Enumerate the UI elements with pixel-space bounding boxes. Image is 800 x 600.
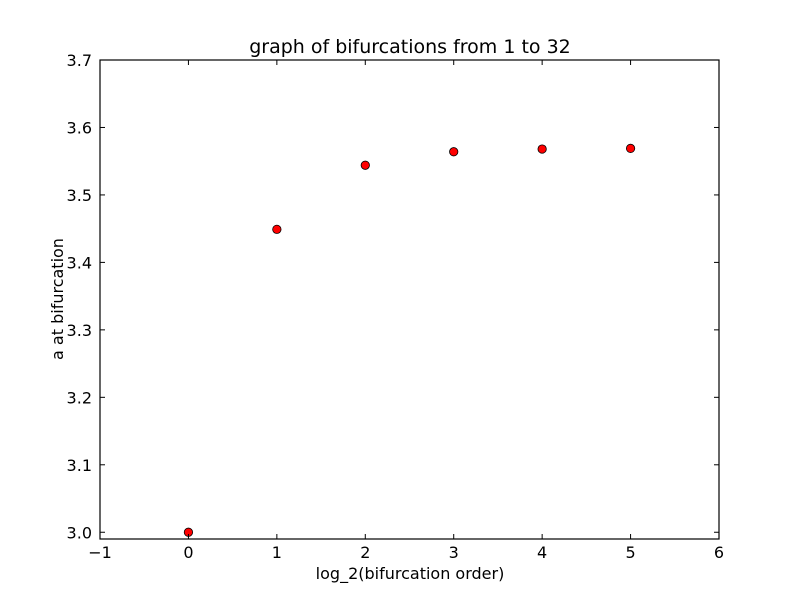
y-tick-label: 3.6 xyxy=(67,118,92,137)
y-tick-label: 3.4 xyxy=(67,253,92,272)
y-tick-label: 3.2 xyxy=(67,388,92,407)
data-point xyxy=(625,143,636,153)
x-tick-label: 6 xyxy=(714,543,724,562)
y-axis-label: a at bifurcation xyxy=(48,238,67,360)
data-point xyxy=(272,224,282,234)
data-point xyxy=(360,160,370,170)
x-axis-label: log_2(bifurcation order) xyxy=(316,564,505,584)
x-tick-label: 5 xyxy=(625,543,635,562)
x-tick-label: −1 xyxy=(88,543,112,562)
y-tick-label: 3.7 xyxy=(67,51,92,70)
plot-area xyxy=(99,59,720,540)
x-tick-label: 0 xyxy=(183,543,193,562)
y-tick-label: 3.1 xyxy=(67,456,92,475)
x-axis-ticks: −1 0 1 2 3 4 5 6 xyxy=(88,60,724,562)
y-axis-ticks: 3.0 3.1 3.2 3.3 3.4 3.5 3.6 3.7 xyxy=(67,51,719,542)
y-tick-label: 3.5 xyxy=(67,186,92,205)
x-tick-label: 1 xyxy=(272,543,282,562)
chart-title: graph of bifurcations from 1 to 32 xyxy=(249,36,571,58)
x-tick-label: 4 xyxy=(537,543,547,562)
x-tick-label: 3 xyxy=(449,543,459,562)
data-point xyxy=(449,147,459,157)
data-point xyxy=(537,144,547,154)
x-tick-label: 2 xyxy=(360,543,370,562)
data-points xyxy=(183,143,636,537)
y-tick-label: 3.3 xyxy=(67,321,92,340)
plot-frame xyxy=(99,59,720,540)
y-tick-label: 3.0 xyxy=(67,523,92,542)
